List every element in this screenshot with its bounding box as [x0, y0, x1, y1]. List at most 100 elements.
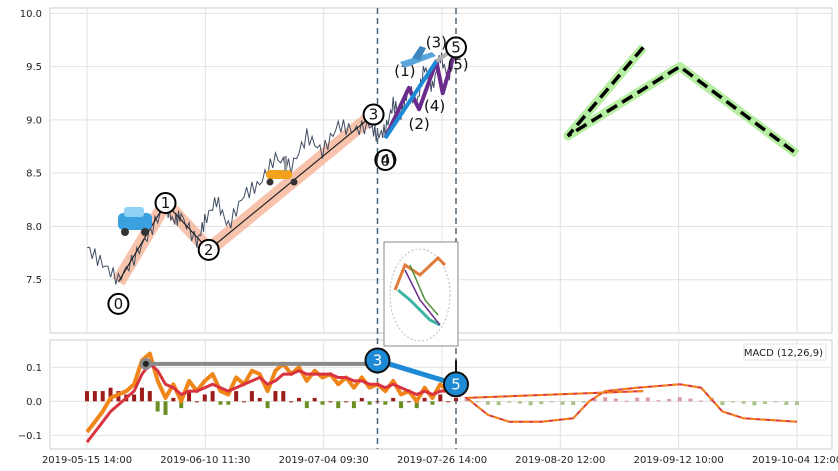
sub-wave-label: (3) [426, 33, 447, 51]
wave-point-label: 2 [204, 241, 214, 259]
wave-point-circle [362, 103, 385, 126]
macd-projection-bar [635, 397, 640, 402]
sub-wave-label: (5) [447, 55, 468, 73]
price-y-tick-label: 9.5 [26, 62, 42, 73]
car-icon [118, 207, 152, 236]
inset-thumbnail [383, 241, 459, 347]
macd-projection-bar [560, 401, 565, 405]
wave-sub-trend [383, 60, 439, 140]
inset-purple [404, 269, 441, 326]
scooter-wheel [266, 178, 274, 186]
x-tick-label: 2019-09-12 10:00 [634, 455, 724, 466]
price-y-tick-label: 8.5 [26, 169, 42, 180]
macd-y-tick-label: 0.1 [26, 363, 42, 374]
wave-point-circle [374, 149, 397, 171]
airplane-body [400, 52, 436, 68]
macd-projection-bar [741, 401, 746, 404]
macd-hist-bar-positive [328, 401, 333, 403]
macd-hist-bar-negative [336, 401, 341, 409]
price-y-tick-label: 10.0 [20, 9, 42, 20]
macd-projection-line [463, 383, 798, 423]
inset-teal [397, 288, 441, 327]
x-tick-label: 2019-06-10 11:30 [160, 455, 250, 466]
macd-hist-bar-negative [351, 401, 356, 409]
wave-point-circle [154, 192, 177, 214]
macd-hist-bar-positive [344, 401, 349, 403]
sub-wave-label: (1) [394, 62, 415, 80]
macd-projection-bar [795, 401, 799, 406]
wave-point-circle [197, 238, 220, 261]
macd-hist-bar-positive [289, 401, 294, 403]
macd-hist-bar-negative [155, 401, 160, 412]
price-y-tick-label: 9.0 [26, 115, 42, 126]
car-body [118, 213, 152, 230]
macd-blue-trend [376, 358, 457, 387]
macd-hist-bar-positive [281, 391, 286, 402]
car-wheel [141, 228, 149, 236]
macd-projection-bar [485, 401, 490, 405]
macd-projection-bar [475, 401, 480, 403]
scooter-body [266, 170, 292, 179]
inset-frame [383, 241, 459, 347]
macd-projection-bar [592, 399, 597, 402]
macd-hist-bar-negative [163, 401, 168, 415]
car-wheel [121, 228, 129, 236]
macd-hist-bar-negative [265, 401, 270, 409]
macd-hist-bar-negative [218, 401, 223, 405]
wave-point-label: 5 [451, 38, 461, 56]
wave-point-circle [107, 292, 130, 315]
macd-hist-bar-positive [438, 394, 443, 402]
macd-hist-bar-positive [375, 401, 380, 403]
macd-hist-bar-negative [399, 401, 404, 409]
macd-hist-bar-positive [391, 397, 396, 402]
macd-hist-bar-positive [202, 394, 207, 402]
macd-hist-bar-positive [242, 401, 247, 403]
macd-projection-bar [624, 400, 629, 402]
macd-hist-bar-positive [139, 387, 144, 402]
macd-projection-bar [720, 401, 725, 406]
macd-projection-bar [517, 401, 522, 404]
macd-hist-bar-negative [383, 401, 388, 405]
macd-hist-bar-negative [179, 401, 184, 409]
macd-projection-bar [699, 400, 704, 402]
wave-point-label: 1 [161, 194, 171, 212]
macd-hist-bar-negative [414, 401, 419, 409]
scooter-stem [284, 156, 287, 171]
macd-projection-bar [645, 397, 650, 402]
macd-y-tick-label: 0.0 [26, 397, 42, 408]
macd-projection-bar [752, 401, 757, 406]
macd-projection-bar [688, 398, 693, 402]
macd-hist-bar-positive [296, 397, 301, 402]
wave-point-label: 0 [114, 295, 124, 313]
macd-projection-bar [539, 401, 544, 405]
macd-hist-bar-positive [92, 391, 97, 402]
x-tick-label: 2019-10-04 12:00 [752, 455, 838, 466]
macd-hist-bar-positive [187, 391, 192, 402]
x-tick-label: 2019-08-20 12:00 [515, 455, 605, 466]
macd-projection-bar [581, 401, 586, 403]
sub-wave-label: (2) [408, 115, 429, 133]
macd-wave-point-label: 3 [373, 351, 383, 369]
macd-projection-bar [784, 401, 789, 405]
macd-hist-bar-positive [422, 397, 427, 402]
macd-hist-bar-positive [273, 391, 278, 402]
macd-legend-label: MACD (12,26,9) [744, 348, 823, 359]
wave-sub-line [383, 46, 458, 139]
price-y-tick-label: 7.5 [26, 275, 42, 286]
macd-hist-bar-positive [257, 397, 262, 402]
macd-hist-bar-positive [446, 401, 451, 403]
macd-projection-bar [571, 401, 576, 406]
macd-projection-bar [656, 400, 661, 402]
macd-projection-bar [613, 398, 618, 402]
macd-projection-bar [496, 401, 501, 406]
sub-wave-label: (0) [375, 152, 396, 170]
sub-wave-label: (4) [424, 97, 445, 115]
macd-projection-bar [464, 398, 469, 402]
macd-hist-bar-negative [304, 401, 309, 409]
macd-projection-bar [677, 397, 682, 402]
macd-hist-bar-positive [454, 397, 458, 402]
macd-projection-bar [603, 397, 608, 402]
x-tick-label: 2019-07-04 09:30 [279, 455, 369, 466]
macd-hist-bar-negative [226, 401, 231, 405]
inset-orange [393, 255, 447, 291]
